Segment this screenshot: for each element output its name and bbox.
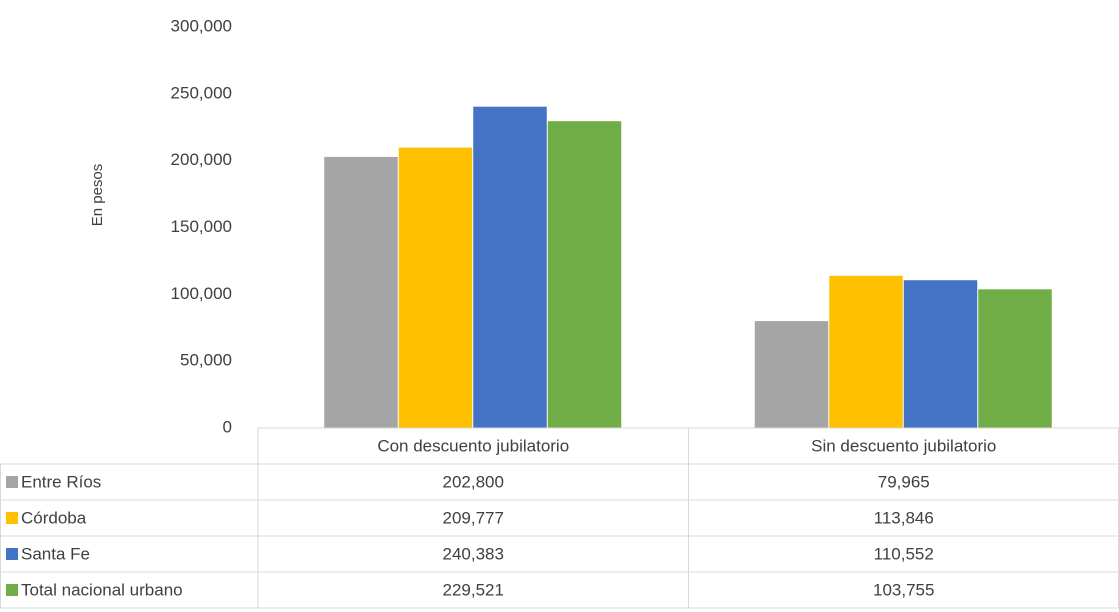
- data-label: 79,965: [878, 472, 930, 491]
- y-tick-label: 0: [223, 417, 232, 436]
- y-tick-label: 100,000: [171, 284, 232, 303]
- y-tick-label: 200,000: [171, 150, 232, 169]
- data-label: 113,846: [874, 508, 934, 527]
- bar: [324, 156, 398, 428]
- bar: [829, 275, 903, 428]
- legend-key: [6, 476, 18, 488]
- legend-label: Córdoba: [21, 508, 87, 527]
- y-tick-label: 150,000: [171, 217, 232, 236]
- legend-label: Entre Ríos: [21, 472, 101, 491]
- data-label: 110,552: [874, 544, 934, 563]
- x-tick-label: Sin descuento jubilatorio: [811, 436, 996, 455]
- bar: [903, 280, 978, 428]
- data-label: 229,521: [443, 580, 504, 599]
- y-tick-label: 300,000: [171, 16, 232, 35]
- data-label: 209,777: [443, 508, 504, 527]
- y-tick-label: 50,000: [180, 351, 232, 370]
- legend-key: [6, 584, 18, 596]
- legend-key: [6, 548, 18, 560]
- legend-key: [6, 512, 18, 524]
- y-axis-label: En pesos: [89, 164, 106, 227]
- data-label: 103,755: [873, 580, 934, 599]
- legend-label: Santa Fe: [21, 544, 90, 563]
- legend-label: Total nacional urbano: [21, 580, 183, 599]
- x-tick-label: Con descuento jubilatorio: [377, 436, 569, 455]
- bar: [398, 147, 473, 428]
- bar: [547, 121, 622, 428]
- y-tick-label: 250,000: [171, 83, 232, 102]
- data-label: 240,383: [443, 544, 504, 563]
- data-label: 202,800: [443, 472, 504, 491]
- bar: [473, 106, 547, 429]
- bar: [978, 289, 1052, 428]
- bar: [754, 321, 829, 428]
